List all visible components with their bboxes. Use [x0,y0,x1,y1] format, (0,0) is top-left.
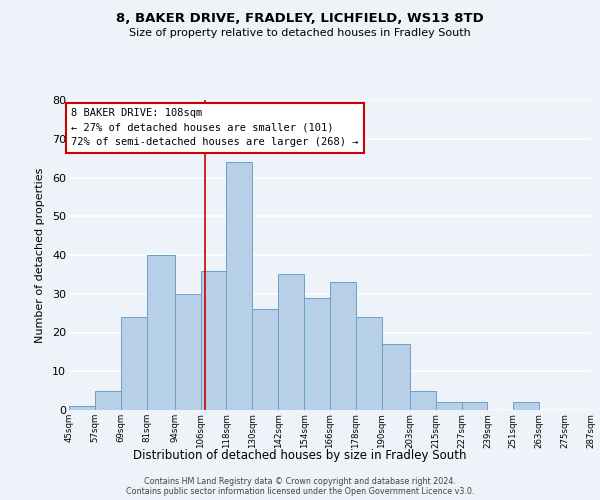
Bar [226,162,253,410]
Text: Distribution of detached houses by size in Fradley South: Distribution of detached houses by size … [133,448,467,462]
Bar [436,402,461,410]
Bar [304,298,330,410]
Text: Size of property relative to detached houses in Fradley South: Size of property relative to detached ho… [129,28,471,38]
Text: Contains public sector information licensed under the Open Government Licence v3: Contains public sector information licen… [126,486,474,496]
Bar [410,390,436,410]
Y-axis label: Number of detached properties: Number of detached properties [35,168,45,342]
Bar [175,294,200,410]
Bar [200,270,226,410]
Bar [253,309,278,410]
Bar [95,390,121,410]
Bar [356,317,382,410]
Bar [382,344,410,410]
Text: 8 BAKER DRIVE: 108sqm
← 27% of detached houses are smaller (101)
72% of semi-det: 8 BAKER DRIVE: 108sqm ← 27% of detached … [71,108,359,148]
Bar [278,274,304,410]
Bar [330,282,356,410]
Bar [461,402,487,410]
Bar [121,317,146,410]
Text: Contains HM Land Registry data © Crown copyright and database right 2024.: Contains HM Land Registry data © Crown c… [144,476,456,486]
Text: 8, BAKER DRIVE, FRADLEY, LICHFIELD, WS13 8TD: 8, BAKER DRIVE, FRADLEY, LICHFIELD, WS13… [116,12,484,26]
Bar [514,402,539,410]
Bar [146,255,175,410]
Bar [69,406,95,410]
